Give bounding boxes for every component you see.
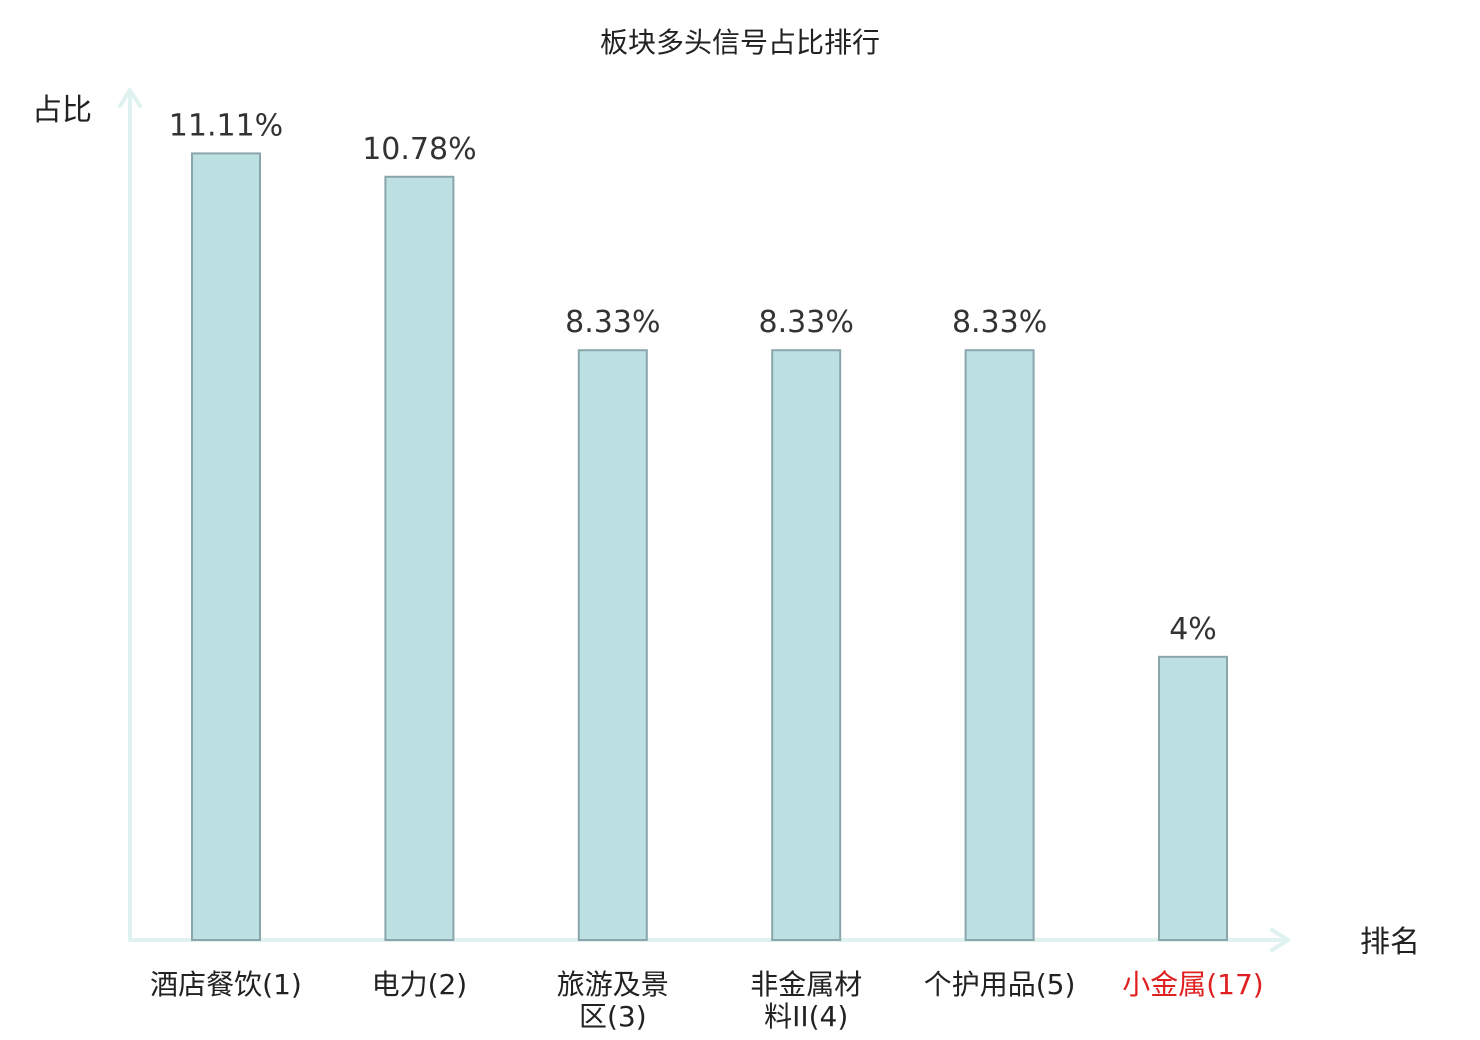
category-label-4-line-2: 料II(4) bbox=[764, 1000, 848, 1033]
bars bbox=[191, 152, 1228, 942]
category-label-5: 个护用品(5) bbox=[924, 968, 1076, 1001]
value-labels: 11.11% 10.78% 8.33% 8.33% 8.33% 4% bbox=[169, 108, 1217, 646]
bar-1 bbox=[191, 152, 261, 942]
axes bbox=[118, 88, 1290, 952]
category-label-4-line-1: 非金属材 bbox=[750, 968, 862, 1001]
category-label-5-line-1: 个护用品(5) bbox=[924, 968, 1076, 1001]
bar-2 bbox=[384, 175, 455, 941]
bar-5 bbox=[964, 349, 1035, 941]
x-axis-label: 排名 bbox=[1360, 925, 1420, 960]
value-label-2: 10.78% bbox=[362, 132, 476, 167]
category-label-3-line-1: 旅游及景 bbox=[557, 968, 669, 1001]
category-label-3: 旅游及景区(3) bbox=[557, 968, 669, 1033]
bar-6 bbox=[1158, 655, 1228, 941]
category-label-2: 电力(2) bbox=[372, 968, 468, 1001]
x-axis-arrow bbox=[1270, 928, 1290, 952]
value-label-1: 11.11% bbox=[169, 108, 283, 143]
value-label-3: 8.33% bbox=[565, 305, 660, 340]
value-label-6: 4% bbox=[1169, 612, 1217, 647]
category-label-2-line-1: 电力(2) bbox=[372, 968, 468, 1001]
category-labels: 酒店餐饮(1) 电力(2) 旅游及景区(3) 非金属材料II(4) 个护用品(5) 小金属… bbox=[150, 968, 1264, 1033]
y-axis-arrow bbox=[118, 88, 142, 108]
value-label-5: 8.33% bbox=[952, 305, 1047, 340]
category-label-6-line-1: 小金属(17) bbox=[1122, 968, 1263, 1001]
category-label-6: 小金属(17) bbox=[1122, 968, 1263, 1001]
y-axis-label: 占比 bbox=[32, 93, 92, 128]
value-label-4: 8.33% bbox=[759, 305, 854, 340]
bar-3 bbox=[577, 349, 648, 941]
category-label-4: 非金属材料II(4) bbox=[750, 968, 862, 1033]
category-label-3-line-2: 区(3) bbox=[579, 1000, 647, 1033]
category-label-1-line-1: 酒店餐饮(1) bbox=[150, 968, 302, 1001]
bar-4 bbox=[771, 349, 842, 941]
category-label-1: 酒店餐饮(1) bbox=[150, 968, 302, 1001]
chart-title: 板块多头信号占比排行 bbox=[600, 26, 880, 59]
